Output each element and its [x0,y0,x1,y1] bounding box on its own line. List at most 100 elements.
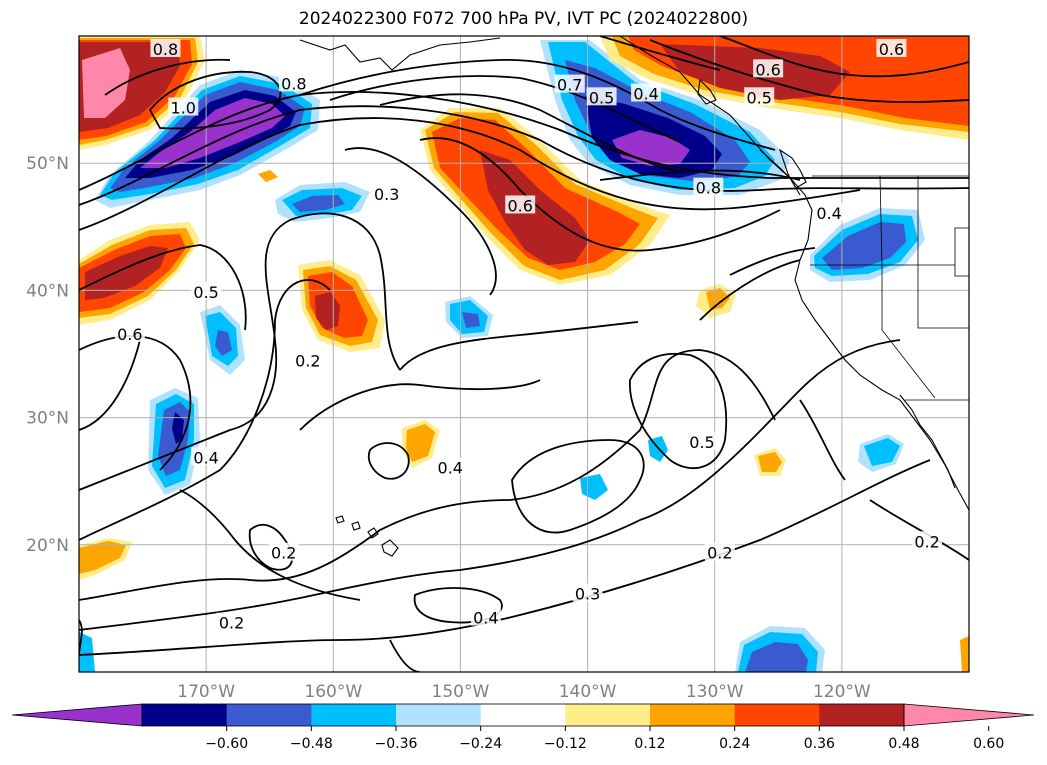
anomaly-negative-small-28n-118w-core [864,438,900,466]
colorbar-segment [819,704,905,726]
contour-label-background [371,184,402,202]
contour-label: 0.8 [153,40,178,59]
colorbar-segment [565,704,651,726]
contour-label: 0.8 [281,74,306,93]
contour-label: 0.4 [438,458,463,477]
contour-label-background [168,97,199,116]
contour-line [649,39,969,103]
latitude-labels: 50°N 40°N 30°N 20°N [26,154,69,556]
contour-line [299,59,776,151]
contour-line [79,349,776,601]
anomaly-positive-southwest [79,538,132,580]
colorbar-segment [396,704,482,726]
coastline-hawaii-4 [335,515,345,524]
lon-label: 170°W [177,682,235,702]
colorbar-segment [734,704,820,726]
contour-label: 0.2 [914,532,939,551]
colorbar-tick-label: −0.36 [375,736,418,752]
contour-label-background [470,607,501,626]
contour-label: 0.5 [746,88,771,107]
contour-label: 0.3 [374,185,399,204]
contour-line [869,499,969,561]
contour-label-background [435,457,466,476]
lon-label: 150°W [432,682,490,702]
contour-label: 0.4 [473,609,498,628]
colorbar-tick-label: 0.12 [634,736,665,752]
contour-line [699,259,801,321]
colorbar-segment [650,704,736,726]
border-nevada-california [881,265,936,399]
contour-line [79,279,331,541]
coastline-hawaii-3 [351,521,361,531]
contour-line [79,244,247,331]
contour-label: 0.6 [117,325,142,344]
anomaly-positive-southeast [960,636,969,672]
contour-line [299,379,541,431]
colorbar-segment [311,704,397,726]
colorbar-tick-label: −0.12 [544,736,587,752]
colorbar-outline [141,703,905,727]
contour-label: 0.8 [696,179,721,198]
colorbar-extend-high [903,703,1035,727]
contour-label-background [753,59,784,78]
anomaly-negative-south [735,626,825,672]
coastline-british-columbia [759,149,813,241]
contour-line [419,137,781,252]
longitude-labels: 170°W 160°W 150°W 140°W 130°W 120°W [177,682,871,702]
contour-label: 0.2 [707,544,732,563]
contour-label-background [814,203,845,222]
colorbar-tick-labels: −0.60 −0.48 −0.36 −0.24 −0.12 0.12 0.24 0.36 0.4… [205,736,1004,752]
contour-label: 0.6 [879,40,904,59]
contour-line [344,147,497,296]
contour-line [719,36,969,78]
contour-label-background [744,87,775,106]
contour-line [329,75,681,143]
contour-label: 0.4 [816,204,841,223]
contour-label: 0.3 [575,584,600,603]
contour-line [729,247,816,276]
anomaly-positive-small-26n-core [758,452,782,472]
contour-line [799,399,846,481]
anomaly-negative-small-24n [580,474,608,500]
contour-label-background [191,447,222,466]
lat-label: 40°N [26,281,69,301]
contour-line [629,352,728,469]
anomaly-positive-small-39n-core [706,288,730,310]
contour-line [599,169,801,181]
lon-label: 160°W [304,682,362,702]
contour-line [79,339,901,631]
colorbar-segment [226,704,312,726]
contour-line [79,339,141,431]
colorbar-tick-label: −0.60 [205,736,248,752]
contour-label-background [631,83,662,102]
border-great-lakes-region [954,227,969,277]
contour-line [79,459,931,656]
contour-label-background [150,38,181,57]
contour-label: 0.7 [557,76,582,95]
map-title: 2024022300 F072 700 hPa PV, IVT PC (2024… [298,9,749,29]
colorbar-segment [480,704,566,726]
contour-label: 1.0 [171,99,196,118]
contour-label: 0.5 [193,283,218,302]
coastline-west-coast [794,239,969,511]
contour-line [179,489,361,601]
anomaly-negative-southwest [79,632,95,672]
coastline-alaska [299,37,501,71]
contour-label-background [268,542,299,561]
contour-line [79,212,401,491]
colorbar-tick-label: 0.24 [719,736,750,752]
contour-label-background [704,542,735,561]
colorbar-ticks [226,726,990,731]
contour-label-background [912,531,943,550]
contour-label: 0.4 [633,85,658,104]
contour-line [367,442,410,480]
border-state-west [879,175,883,266]
anomaly-negative-38n-148w [445,296,493,338]
contour-label-background [216,612,247,631]
contour-label-background [554,74,585,93]
coastline-islands-panhandle [697,78,717,105]
anomaly-positive-small-51n [258,170,278,182]
colorbar-tick-label: 0.60 [973,736,1004,752]
coastline-baja-california [899,394,956,489]
coastlines [299,36,969,557]
